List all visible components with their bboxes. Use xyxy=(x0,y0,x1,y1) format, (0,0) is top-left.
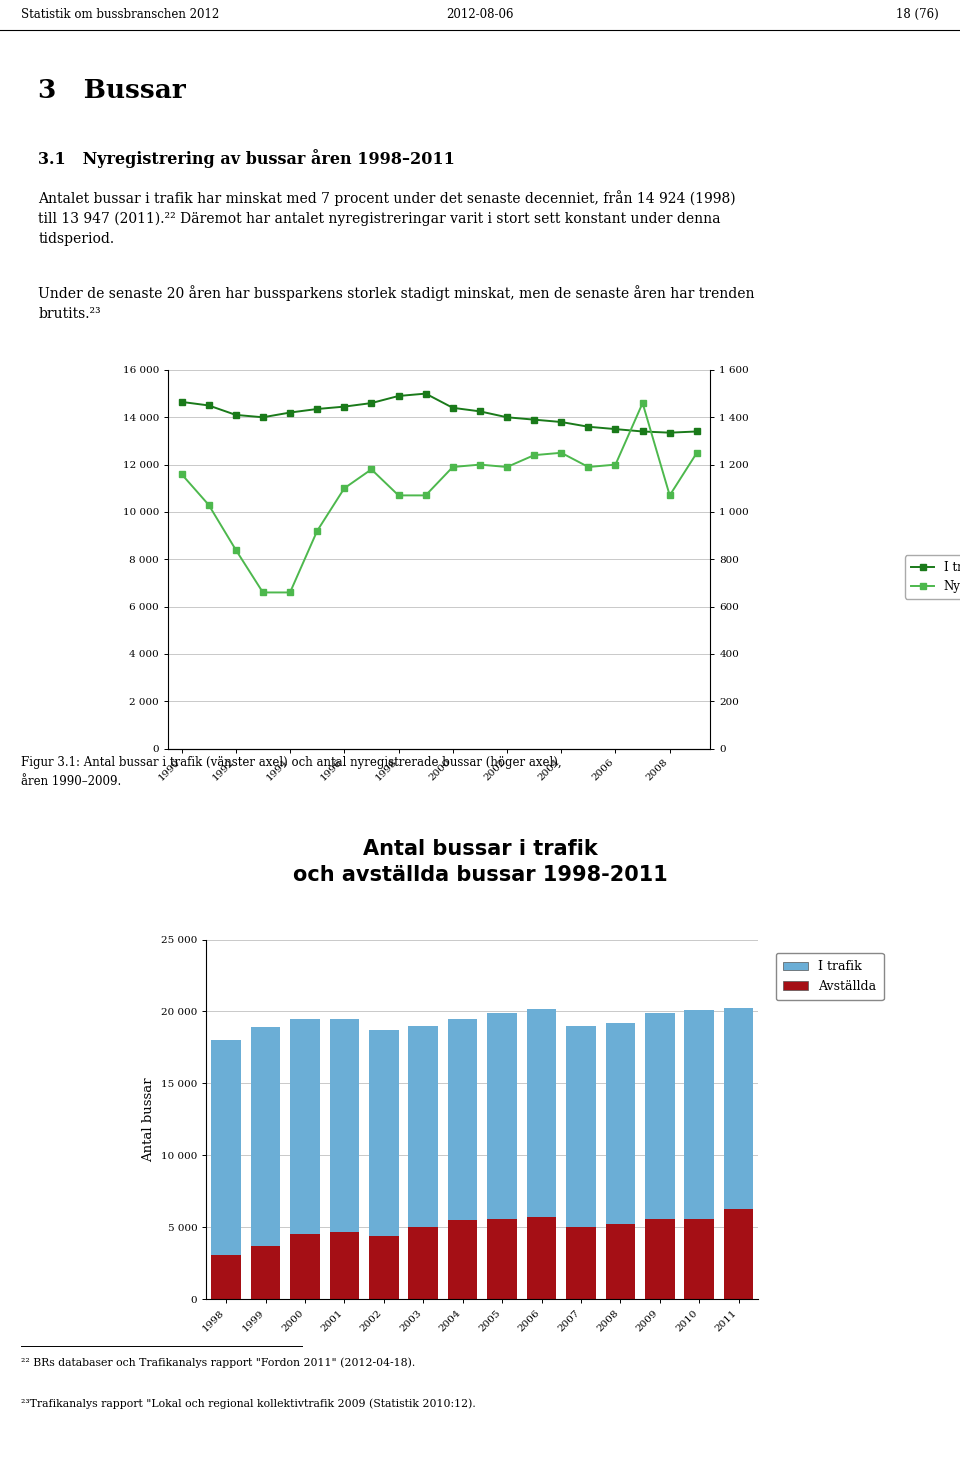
Bar xyxy=(211,1039,241,1255)
Bar xyxy=(684,1218,714,1299)
Legend: I trafik, Nyregistrerade: I trafik, Nyregistrerade xyxy=(904,555,960,599)
Bar xyxy=(408,1026,438,1227)
Bar xyxy=(606,1224,636,1299)
Text: ²³Trafikanalys rapport "Lokal och regional kollektivtrafik 2009 (Statistik 2010:: ²³Trafikanalys rapport "Lokal och region… xyxy=(21,1399,476,1409)
Text: 2012-08-06: 2012-08-06 xyxy=(446,7,514,21)
Bar xyxy=(211,1255,241,1299)
Bar xyxy=(724,1208,754,1299)
Bar xyxy=(606,1023,636,1224)
Bar xyxy=(724,1009,754,1208)
Text: 3.1   Nyregistrering av bussar åren 1998–2011: 3.1 Nyregistrering av bussar åren 1998–2… xyxy=(38,150,455,167)
Bar xyxy=(566,1026,596,1227)
Bar xyxy=(408,1227,438,1299)
Bar xyxy=(527,1217,557,1299)
Bar xyxy=(645,1218,675,1299)
Text: Statistik om bussbranschen 2012: Statistik om bussbranschen 2012 xyxy=(21,7,220,21)
Bar xyxy=(290,1235,320,1299)
Bar xyxy=(369,1031,398,1236)
Text: 3   Bussar: 3 Bussar xyxy=(38,78,186,103)
Bar xyxy=(448,1220,477,1299)
Bar xyxy=(251,1028,280,1246)
Bar xyxy=(369,1236,398,1299)
Text: 18 (76): 18 (76) xyxy=(896,7,939,21)
Bar xyxy=(329,1019,359,1232)
Bar xyxy=(527,1009,557,1217)
Text: Antal bussar i trafik
och avställda bussar 1998-2011: Antal bussar i trafik och avställda buss… xyxy=(293,840,667,885)
Legend: I trafik, Avställda: I trafik, Avställda xyxy=(776,953,884,1000)
Text: Figur 3.1: Antal bussar i trafik (vänster axel) och antal nyregistrerade bussar : Figur 3.1: Antal bussar i trafik (vänste… xyxy=(21,756,562,787)
Text: ²² BRs databaser och Trafikanalys rapport "Fordon 2011" (2012-04-18).: ²² BRs databaser och Trafikanalys rappor… xyxy=(21,1358,416,1368)
Y-axis label: Antal bussar: Antal bussar xyxy=(142,1078,156,1161)
Bar xyxy=(684,1010,714,1218)
Text: Antalet bussar i trafik har minskat med 7 procent under det senaste decenniet, f: Antalet bussar i trafik har minskat med … xyxy=(38,189,736,247)
Bar xyxy=(488,1218,516,1299)
Bar xyxy=(566,1227,596,1299)
Bar xyxy=(290,1019,320,1235)
Bar xyxy=(329,1232,359,1299)
Bar xyxy=(488,1013,516,1218)
Bar xyxy=(251,1246,280,1299)
Bar xyxy=(645,1013,675,1218)
Text: Under de senaste 20 åren har bussparkens storlek stadigt minskat, men de senaste: Under de senaste 20 åren har bussparkens… xyxy=(38,286,755,321)
Bar xyxy=(448,1019,477,1220)
